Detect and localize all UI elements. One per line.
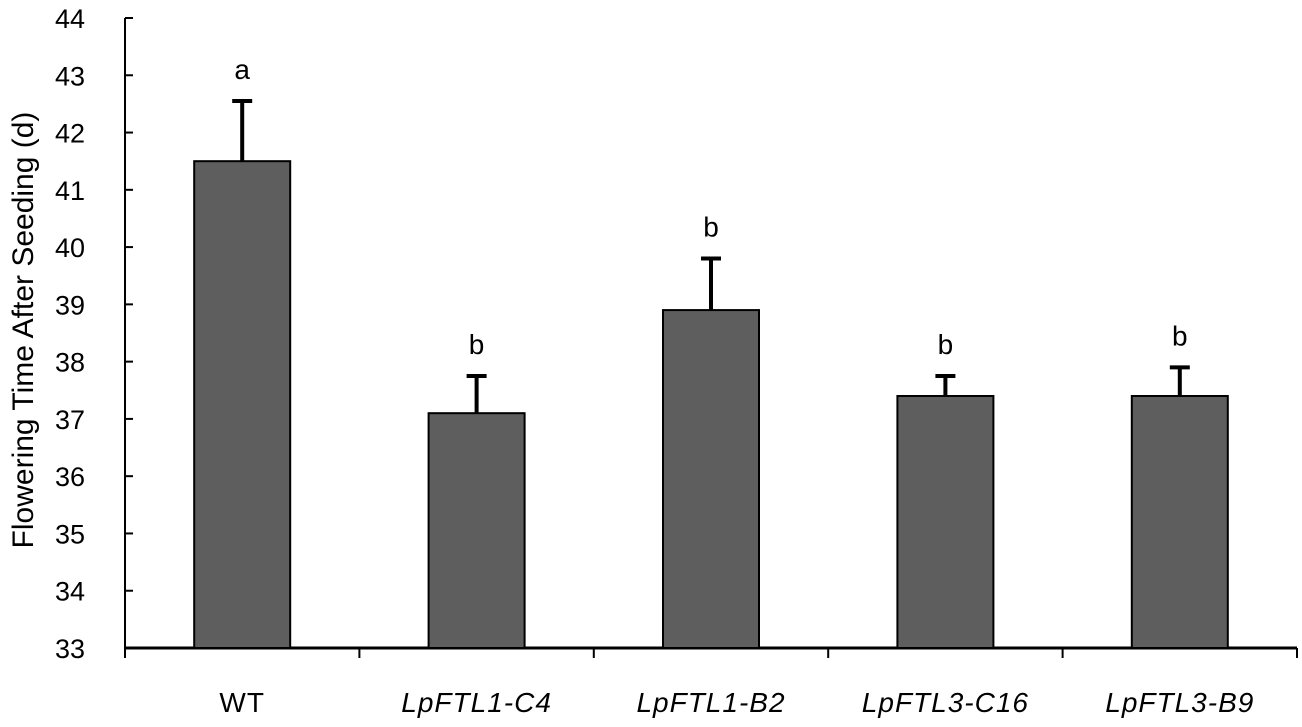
- y-tick-label: 43: [55, 61, 85, 91]
- y-tick-label: 36: [55, 462, 85, 492]
- significance-label: b: [938, 329, 954, 360]
- x-category-label: LpFTL1-C4: [401, 687, 552, 718]
- labels: a WT b LpFTL1-C4 b LpFTL1-B2 b LpFTL3-C16 b LpFTL…: [219, 54, 1254, 718]
- x-category-label: LpFTL3-B9: [1105, 687, 1254, 718]
- y-tick-label: 35: [55, 519, 85, 549]
- bar: [1130, 395, 1229, 649]
- significance-label: b: [469, 329, 485, 360]
- y-tick-label: 42: [55, 119, 85, 149]
- y-tick-label: 44: [55, 4, 85, 34]
- significance-label: a: [234, 54, 250, 85]
- y-tick-label: 34: [55, 577, 85, 607]
- y-tick-label: 37: [55, 405, 85, 435]
- axes: 33 34 35 36 37 38 39 40 41 42 43 44: [55, 4, 1298, 664]
- x-category-label: LpFTL1-B2: [636, 687, 785, 718]
- bar: [662, 309, 760, 649]
- bar: [193, 160, 292, 649]
- bars: [193, 99, 1229, 649]
- y-tick-label: 38: [55, 348, 85, 378]
- y-tick-label: 33: [55, 634, 85, 664]
- y-tick-label: 39: [55, 290, 85, 320]
- y-tick-label: 41: [55, 176, 85, 206]
- bar: [896, 395, 995, 649]
- x-category-label: LpFTL3-C16: [862, 687, 1029, 718]
- significance-label: b: [1172, 320, 1188, 351]
- y-tick-label: 40: [55, 233, 85, 263]
- x-category-label: WT: [219, 687, 265, 718]
- y-axis-title: Flowering Time After Seeding (d): [7, 112, 40, 549]
- bar: [427, 412, 526, 649]
- significance-label: b: [703, 212, 719, 243]
